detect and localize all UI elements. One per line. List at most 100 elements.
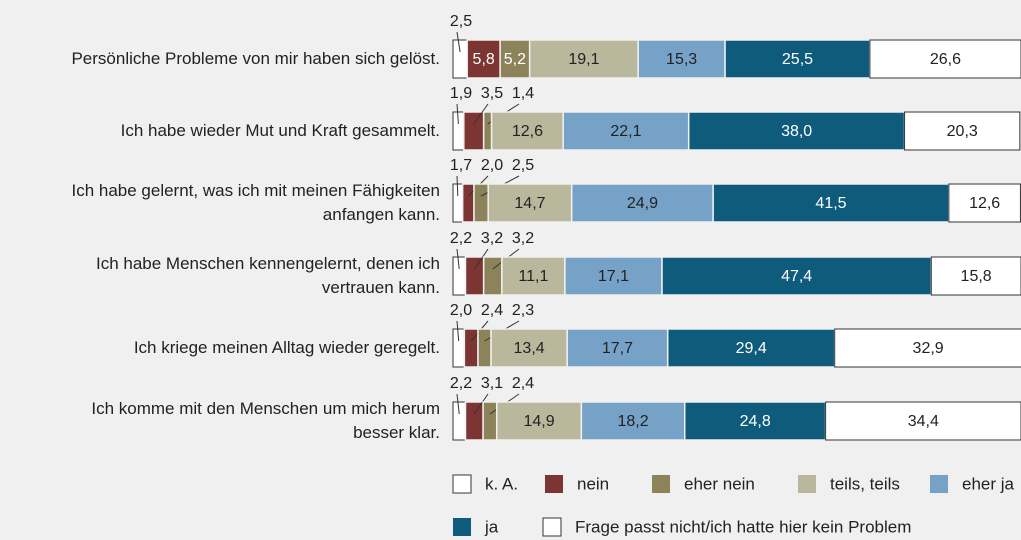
bar-segment (712, 183, 950, 223)
value-label: 3,2 (512, 230, 534, 247)
value-label: 14,9 (523, 413, 554, 430)
bar-segment (464, 256, 485, 296)
value-label: 13,4 (514, 340, 545, 357)
bar-segment (473, 183, 489, 223)
leader-line (456, 248, 460, 270)
value-label: 2,2 (450, 230, 472, 247)
bar-segment (499, 39, 531, 79)
category-label: Ich komme mit den Menschen um mich herum… (91, 399, 440, 442)
value-label: 25,5 (782, 51, 813, 68)
bar-segment (461, 183, 475, 223)
bar-segment (463, 111, 485, 151)
bar-segment (487, 183, 573, 223)
value-label: 1,9 (450, 85, 472, 102)
value-label: 41,5 (815, 195, 846, 212)
category-label: Persönliche Probleme von mir haben sich … (71, 49, 440, 68)
bar-segment (490, 328, 568, 368)
bar-segment (562, 111, 690, 151)
bar-segment (661, 256, 933, 296)
value-label: 47,4 (781, 268, 812, 285)
value-label: 2,0 (450, 302, 472, 319)
bar-segment (452, 39, 468, 79)
value-label: 14,7 (514, 195, 545, 212)
legend-swatch (930, 475, 948, 493)
bar-segment (477, 328, 492, 368)
value-label: 2,0 (481, 157, 503, 174)
value-label: 1,4 (512, 85, 534, 102)
value-label: 18,2 (617, 413, 648, 430)
value-label: 17,7 (602, 340, 633, 357)
category-label: Ich habe wieder Mut und Kraft gesammelt. (120, 121, 440, 140)
value-label: 3,5 (481, 85, 503, 102)
category-label: Ich kriege meinen Alltag wieder geregelt… (133, 338, 440, 357)
legend-swatch (652, 475, 670, 493)
value-label: 38,0 (781, 123, 812, 140)
value-label: 2,5 (450, 13, 472, 30)
bar-segment (501, 256, 566, 296)
bar-segment (724, 39, 871, 79)
legend-swatch (545, 475, 563, 493)
value-label: 2,5 (512, 157, 534, 174)
leader-line (456, 175, 459, 197)
value-label: 15,8 (961, 268, 992, 285)
bar-segment (566, 328, 669, 368)
leader-line (456, 393, 460, 415)
bar-segment (570, 183, 714, 223)
value-label: 24,9 (627, 195, 658, 212)
legend-label: ja (484, 517, 499, 536)
value-label: 11,1 (518, 268, 548, 285)
legend-label: teils, teils (830, 474, 900, 493)
leader-line (456, 31, 461, 53)
bar-segment (482, 256, 503, 296)
value-label: 2,3 (512, 302, 534, 319)
legend-swatch (542, 517, 562, 537)
bar-segment (452, 256, 466, 296)
value-label: 2,2 (450, 375, 472, 392)
leader-line (474, 248, 489, 270)
bar-segment (637, 39, 726, 79)
bar-segment (495, 401, 583, 441)
value-label: 32,9 (913, 340, 944, 357)
legend-label: eher nein (684, 474, 755, 493)
legend-label: Frage passt nicht/ich hatte hier kein Pr… (575, 517, 911, 536)
bar-segment (528, 39, 639, 79)
legend-label: eher ja (962, 474, 1015, 493)
bar-segment (666, 328, 836, 368)
leader-line (473, 103, 489, 125)
legend-label: k. A. (485, 474, 518, 493)
value-label: 20,3 (947, 123, 978, 140)
value-label: 5,8 (473, 51, 495, 68)
leader-line (456, 103, 459, 125)
bar-segment (687, 111, 906, 151)
legend-swatch (453, 518, 471, 536)
bar-segment (948, 183, 1021, 223)
bar-segment (869, 39, 1021, 79)
value-label: 12,6 (512, 123, 543, 140)
bar-segment (466, 39, 501, 79)
value-label: 34,4 (908, 413, 939, 430)
legend-swatch (452, 474, 472, 494)
value-label: 19,1 (568, 51, 599, 68)
bar-segment (825, 401, 1021, 441)
leader-line (456, 320, 460, 342)
legend-label: nein (577, 474, 609, 493)
bar-segment (482, 111, 493, 151)
category-label: Ich habe Menschen kennengelernt, denen i… (95, 254, 440, 297)
bar-segment (490, 111, 564, 151)
leader-line (473, 393, 489, 415)
legend-swatch (798, 475, 816, 493)
value-label: 2,4 (481, 302, 503, 319)
value-label: 29,4 (736, 340, 767, 357)
value-label: 15,3 (666, 51, 697, 68)
value-label: 24,8 (740, 413, 771, 430)
bar-segment (564, 256, 663, 296)
bar-segment (452, 328, 465, 368)
bar-segment (464, 401, 484, 441)
bar-segment (834, 328, 1021, 368)
value-label: 5,2 (504, 51, 526, 68)
value-label: 22,1 (610, 123, 641, 140)
category-label: Ich habe gelernt, was ich mit meinen Fäh… (71, 181, 440, 224)
value-label: 12,6 (969, 195, 1000, 212)
value-label: 17,1 (598, 268, 629, 285)
